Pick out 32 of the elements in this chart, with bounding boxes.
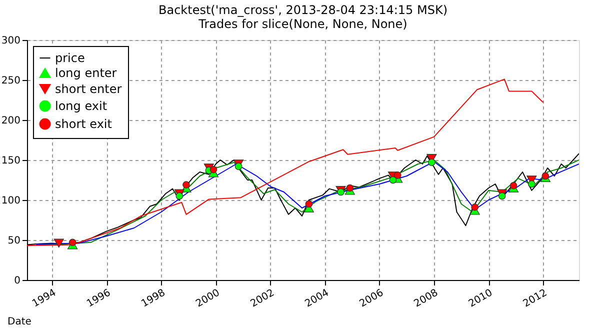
legend-label: long enter (55, 66, 117, 80)
chart-title: Backtest('ma_cross', 2013-28-04 23:14:15 MSK) (158, 3, 448, 17)
point (68, 238, 76, 246)
chart-subtitle: Trades for slice(None, None, None) (198, 17, 408, 31)
point (389, 176, 397, 184)
y-tick-label: 0 (14, 276, 20, 286)
point (510, 182, 518, 190)
point (428, 158, 436, 166)
point (234, 162, 242, 170)
point (394, 172, 402, 179)
point (210, 166, 218, 174)
y-tick-label: 50 (8, 236, 20, 246)
x-axis-title: Date (8, 316, 32, 328)
point (176, 192, 184, 200)
point (528, 180, 536, 188)
legend-label: price (55, 51, 85, 65)
legend-label: short exit (55, 117, 112, 131)
point (346, 184, 354, 192)
y-tick-label: 100 (1, 196, 20, 206)
point (471, 204, 478, 211)
legend-label: long exit (55, 99, 108, 113)
y-tick-label: 200 (1, 116, 20, 126)
y-tick-label: 150 (1, 156, 20, 166)
y-tick-label: 250 (1, 76, 20, 86)
point (337, 188, 344, 196)
y-tick-label: 300 (1, 36, 20, 46)
point (542, 172, 550, 180)
point (305, 200, 313, 208)
legend-label: short enter (55, 82, 122, 96)
point (498, 192, 506, 200)
point (54, 238, 64, 248)
point (182, 181, 190, 188)
